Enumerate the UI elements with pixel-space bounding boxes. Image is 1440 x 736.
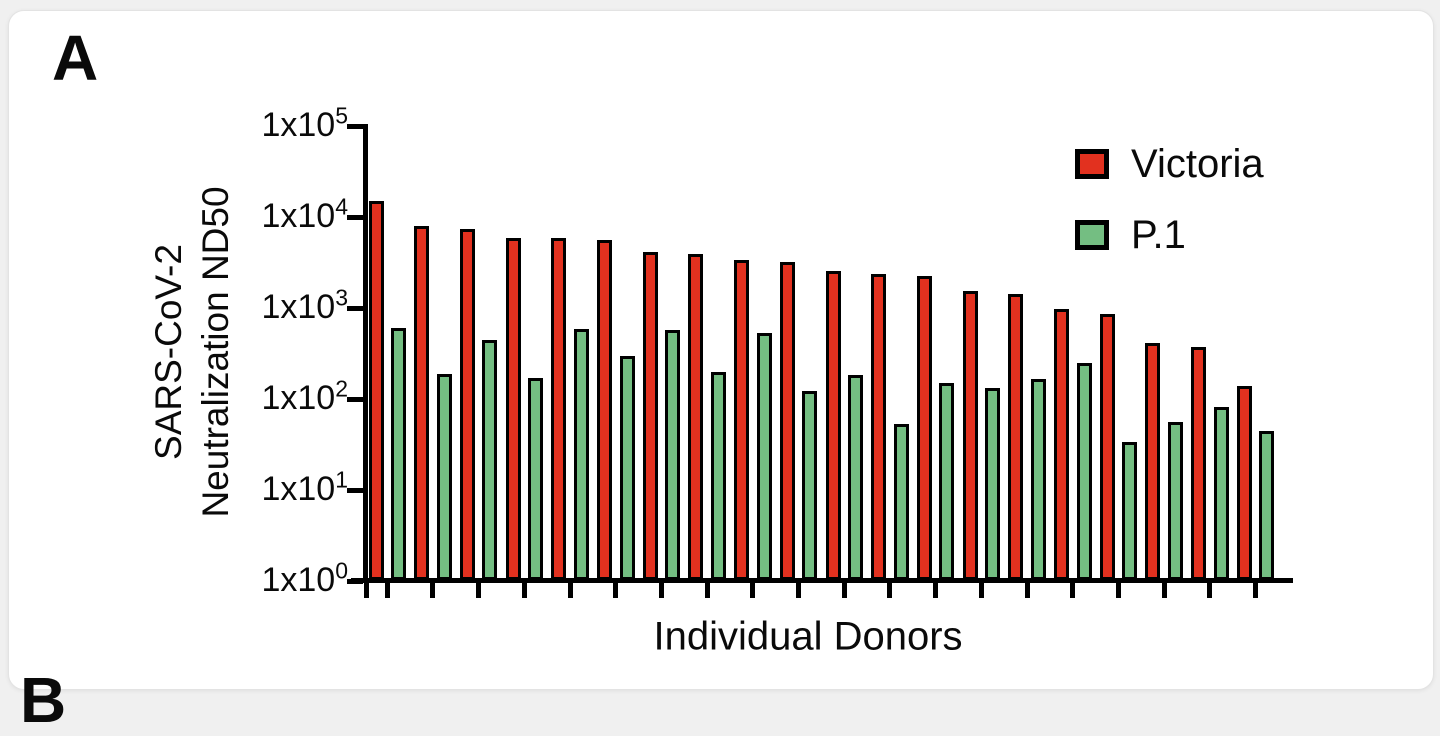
bar-victoria [414,225,430,580]
bar-victoria [597,239,612,580]
bar-victoria [962,290,978,580]
bar-victoria [871,274,887,580]
y-tick [347,578,363,584]
x-tick [384,583,390,598]
bar-victoria [1236,386,1252,580]
bar-p1 [939,383,955,580]
bar-victoria [642,252,658,580]
victoria-swatch [1075,149,1109,179]
bar-victoria [1054,309,1069,580]
x-tick [978,583,984,598]
y-tick-label: 1x102 [261,375,348,417]
bar-p1 [756,332,772,580]
x-tick [476,583,482,598]
x-tick [1115,583,1121,598]
bar-victoria [1191,347,1207,580]
x-axis-line [351,578,1293,583]
legend-label-victoria: Victoria [1131,142,1264,186]
bar-victoria [688,254,704,580]
x-tick [750,583,756,598]
bar-p1 [436,373,452,580]
y-axis-title: SARS-CoV-2 Neutralization ND50 [145,186,239,517]
neutralization-bar-chart: SARS-CoV-2 Neutralization ND50 Individua… [145,102,1293,659]
x-tick [658,583,664,598]
bar-victoria [459,228,475,580]
y-tick [347,305,363,311]
y-tick [347,214,363,220]
y-tick [347,396,363,402]
bar-victoria [825,270,841,580]
legend: Victoria P.1 [1075,144,1264,286]
legend-label-p1: P.1 [1131,213,1186,257]
x-tick [567,583,573,598]
bar-victoria [1008,293,1024,580]
bar-p1 [1167,422,1183,580]
x-tick [1253,583,1259,598]
y-axis-title-line1: SARS-CoV-2 [148,244,189,460]
y-tick-label: 1x105 [261,102,348,144]
bar-victoria [551,237,567,580]
bar-victoria [916,275,932,580]
x-tick [613,583,619,598]
x-tick [1207,583,1213,598]
x-tick [933,583,939,598]
y-tick-label: 1x100 [261,557,348,599]
bar-p1 [985,387,1001,580]
x-tick [1024,583,1030,598]
bar-victoria [505,238,521,580]
bar-p1 [665,329,681,580]
y-tick-label: 1x101 [261,466,348,508]
y-tick [347,487,363,493]
x-tick [1161,583,1167,598]
bar-p1 [482,340,498,580]
bar-victoria [368,201,384,580]
bar-p1 [1213,406,1229,580]
x-tick [887,583,893,598]
bar-p1 [710,371,726,580]
legend-entry-p1: P.1 [1075,215,1264,255]
x-tick [430,583,436,598]
bar-victoria [1145,343,1161,580]
bar-p1 [1076,362,1092,580]
x-tick [796,583,802,598]
bar-victoria [1099,314,1115,580]
x-tick [841,583,847,598]
y-axis-title-line2: Neutralization ND50 [195,186,236,518]
bar-p1 [573,328,589,580]
x-tick [521,583,527,598]
panel-label-a: A [52,22,99,94]
y-tick-label: 1x103 [261,284,348,326]
y-tick-label: 1x104 [261,193,348,235]
x-tick [704,583,710,598]
bar-p1 [528,378,544,580]
y-axis-line [363,124,368,583]
x-axis-title: Individual Donors [653,614,963,659]
y-tick [347,123,363,129]
panel-label-b: B [20,664,67,736]
bar-p1 [1030,379,1046,580]
bar-p1 [893,423,909,580]
x-tick [1070,583,1076,598]
legend-entry-victoria: Victoria [1075,144,1264,184]
bar-p1 [619,355,635,580]
bar-p1 [1122,441,1138,580]
p1-swatch [1075,220,1109,250]
bar-p1 [1259,431,1275,580]
bar-victoria [734,259,750,580]
bar-p1 [848,374,863,580]
bar-p1 [391,327,406,580]
x-tick [364,583,369,598]
bar-victoria [779,262,795,580]
bar-p1 [802,390,818,580]
